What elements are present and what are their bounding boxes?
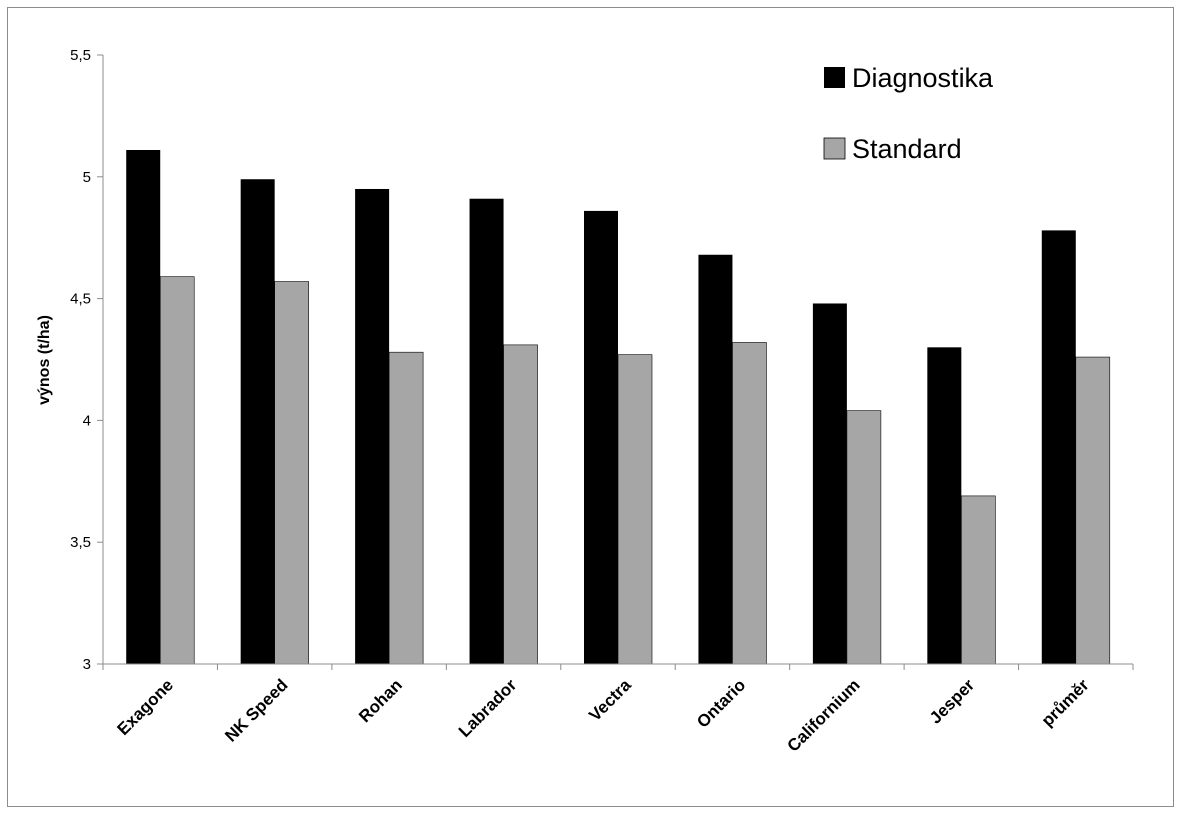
- bar-standard: [1075, 356, 1111, 665]
- bar-standard: [617, 354, 653, 665]
- y-axis-title: výnos (t/ha): [36, 315, 53, 405]
- bar-standard: [846, 410, 882, 665]
- bar-standard: [388, 351, 424, 665]
- x-tick-label: Exagone: [114, 675, 178, 739]
- bar-standard: [732, 342, 767, 665]
- y-tick-label: 5,5: [70, 47, 91, 64]
- x-tick-label: Vectra: [585, 675, 635, 725]
- y-tick-label: 3,5: [70, 534, 91, 551]
- y-tick-label: 5: [83, 169, 91, 186]
- y-tick-label: 4,5: [70, 291, 91, 308]
- y-tick-label: 3: [83, 656, 91, 673]
- legend: Diagnostika Standard: [823, 63, 994, 164]
- x-ticks-group: Exagone NK Speed Rohan Labrador Vectra Ontari…: [102, 664, 1134, 756]
- bar-standard: [274, 281, 309, 665]
- x-tick-label: NK Speed: [221, 675, 291, 745]
- bar-diagnostika: [469, 198, 504, 664]
- axes-group: [102, 55, 1133, 665]
- x-tick-label: Jesper: [926, 675, 978, 727]
- x-tick-label: Californium: [783, 675, 863, 755]
- bars-group: [126, 150, 1111, 665]
- bar-standard: [159, 276, 195, 665]
- legend-label: Standard: [852, 134, 962, 164]
- x-tick-label: průměr: [1038, 675, 1093, 730]
- bar-standard: [961, 495, 996, 665]
- bar-diagnostika: [126, 150, 161, 664]
- bar-standard: [503, 344, 538, 665]
- y-ticks-group: 3 3,5 4 4,5 5 5,5: [70, 47, 103, 673]
- bar-diagnostika: [584, 210, 618, 665]
- bar-diagnostika: [355, 188, 390, 665]
- bar-diagnostika: [240, 179, 275, 664]
- bar-diagnostika: [698, 254, 733, 664]
- legend-swatch: [824, 67, 845, 88]
- legend-label: Diagnostika: [852, 63, 994, 93]
- bar-diagnostika: [927, 347, 962, 664]
- x-tick-label: Labrador: [455, 675, 521, 741]
- legend-swatch: [823, 137, 846, 160]
- x-tick-label: Rohan: [355, 675, 406, 726]
- y-tick-label: 4: [83, 412, 91, 429]
- bar-diagnostika: [1041, 230, 1076, 664]
- bar-diagnostika: [812, 303, 847, 664]
- x-tick-label: Ontario: [693, 675, 749, 731]
